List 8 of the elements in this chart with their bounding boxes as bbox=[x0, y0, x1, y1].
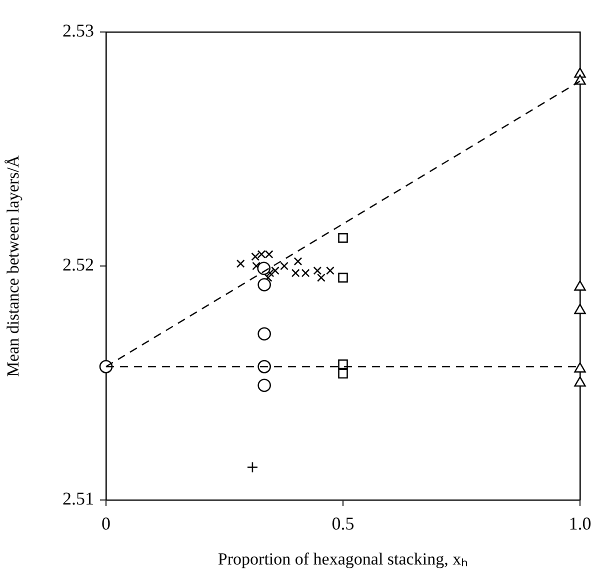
x-axis-title: Proportion of hexagonal stacking, xₕ bbox=[218, 549, 468, 568]
x-tick-label: 0 bbox=[102, 514, 110, 534]
x-tick-label: 1.0 bbox=[568, 514, 592, 534]
y-tick-label: 2.51 bbox=[62, 488, 94, 509]
x-tick-label: 0.5 bbox=[332, 514, 354, 534]
y-axis-title: Mean distance between layers/Å bbox=[4, 154, 23, 377]
y-tick-label: 2.52 bbox=[62, 254, 94, 275]
y-tick-label: 2.53 bbox=[62, 20, 94, 41]
